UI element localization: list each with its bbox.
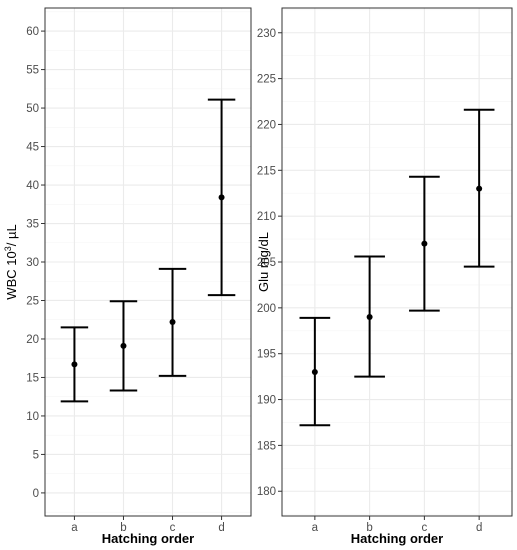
mean-point-c [169,319,176,326]
y-tick-label: 230 [257,28,276,40]
x-tick-label-c: c [422,522,428,534]
y-tick-label: 185 [257,440,276,452]
x-axis-title: Hatching order [102,531,194,546]
y-tick-label: 20 [26,334,39,346]
y-tick-label: 40 [26,180,39,192]
mean-point-a [71,361,78,368]
y-tick-label: 215 [257,165,276,177]
x-tick-label-c: c [170,522,176,534]
mean-point-a [311,369,318,376]
y-tick-label: 5 [33,449,39,461]
x-tick-label-a: a [312,522,319,534]
x-tick-label-b: b [120,522,126,534]
y-tick-label: 45 [26,142,39,154]
mean-point-c [421,240,428,247]
x-tick-label-d: d [218,522,224,534]
y-tick-label: 220 [257,119,276,131]
mean-point-b [120,342,127,349]
chart-panel-2: 180 185 190 195 200 205 210 215 220 225 230 a b c d Hat… [256,7,513,546]
y-tick-label: 50 [26,103,39,115]
y-tick-label: 25 [26,295,39,307]
y-tick-label: 200 [257,303,276,315]
y-tick-label: 55 [26,65,39,77]
y-tick-label: 195 [257,349,276,361]
mean-point-d [476,185,483,192]
y-tick-label: 190 [257,395,276,407]
y-tick-label: 180 [257,486,276,498]
x-tick-label-b: b [366,522,372,534]
y-tick-label: 225 [257,74,276,86]
mean-point-b [366,314,373,321]
y-tick-label: 30 [26,257,39,269]
y-axis-title: WBC 103/ µL [3,224,19,299]
mean-point-d [218,194,225,201]
y-tick-label: 205 [257,257,276,269]
chart-panel-1: 0 5 10 15 20 25 30 35 40 45 50 55 60 a b c d Hatching ord… [3,7,252,546]
y-tick-label: 15 [26,372,39,384]
y-tick-label: 10 [26,411,39,423]
y-tick-label: 0 [33,488,39,500]
y-tick-label: 35 [26,219,39,231]
x-axis-title: Hatching order [351,531,443,546]
y-axis-title: Glu mg/dL [256,232,271,292]
x-tick-label-a: a [71,522,78,534]
y-tick-label: 210 [257,211,276,223]
x-tick-label-d: d [476,522,482,534]
y-tick-label: 60 [26,26,39,38]
